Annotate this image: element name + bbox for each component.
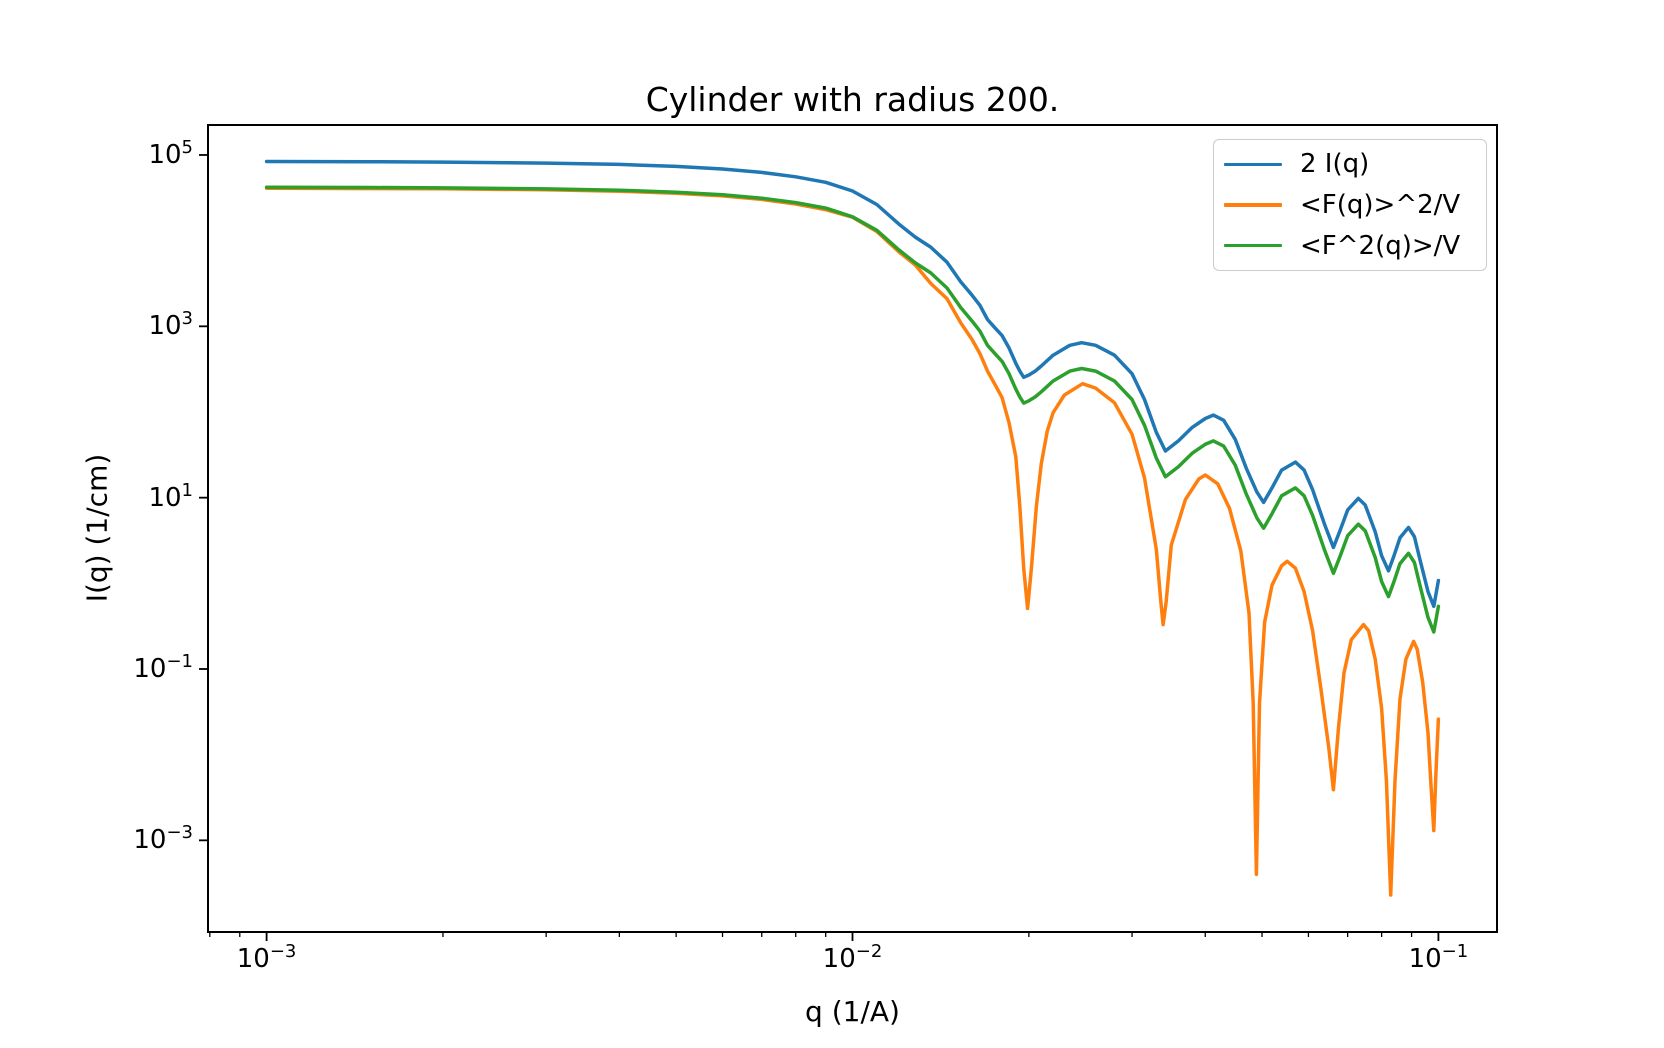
plot-frame — [207, 124, 1498, 933]
x-tick-label: 10−2 — [822, 941, 883, 974]
legend-label: 2 I(q) — [1300, 149, 1370, 180]
y-tick-label: 105 — [148, 137, 193, 170]
legend-label: <F(q)>^2/V — [1300, 189, 1461, 220]
x-tick-label: 10−3 — [236, 941, 297, 974]
legend-line-swatch — [1224, 203, 1282, 207]
legend-entry: <F(q)>^2/V — [1224, 192, 1476, 218]
legend-entry: 2 I(q) — [1224, 151, 1476, 177]
legend-box: 2 I(q) <F(q)>^2/V <F^2(q)>/V — [1213, 139, 1487, 271]
y-axis-title: I(q) (1/cm) — [80, 453, 114, 603]
chart-title: Cylinder with radius 200. — [645, 80, 1060, 119]
y-tick-label: 10−3 — [133, 822, 193, 856]
series-0-curve — [264, 159, 1441, 609]
x-tick-label: 10−1 — [1408, 941, 1469, 974]
legend-entry: <F^2(q)>/V — [1224, 233, 1476, 259]
y-tick-label: 10−1 — [133, 651, 193, 684]
y-tick-label: 103 — [148, 308, 193, 342]
legend-line-swatch — [1224, 243, 1282, 248]
y-tick-label: 101 — [148, 479, 193, 513]
x-axis-title: q (1/A) — [805, 995, 900, 1028]
series-2-curve — [264, 185, 1441, 634]
legend-line-swatch — [1224, 162, 1282, 167]
legend-label: <F^2(q)>/V — [1300, 230, 1461, 261]
series-1-curve — [264, 186, 1441, 897]
